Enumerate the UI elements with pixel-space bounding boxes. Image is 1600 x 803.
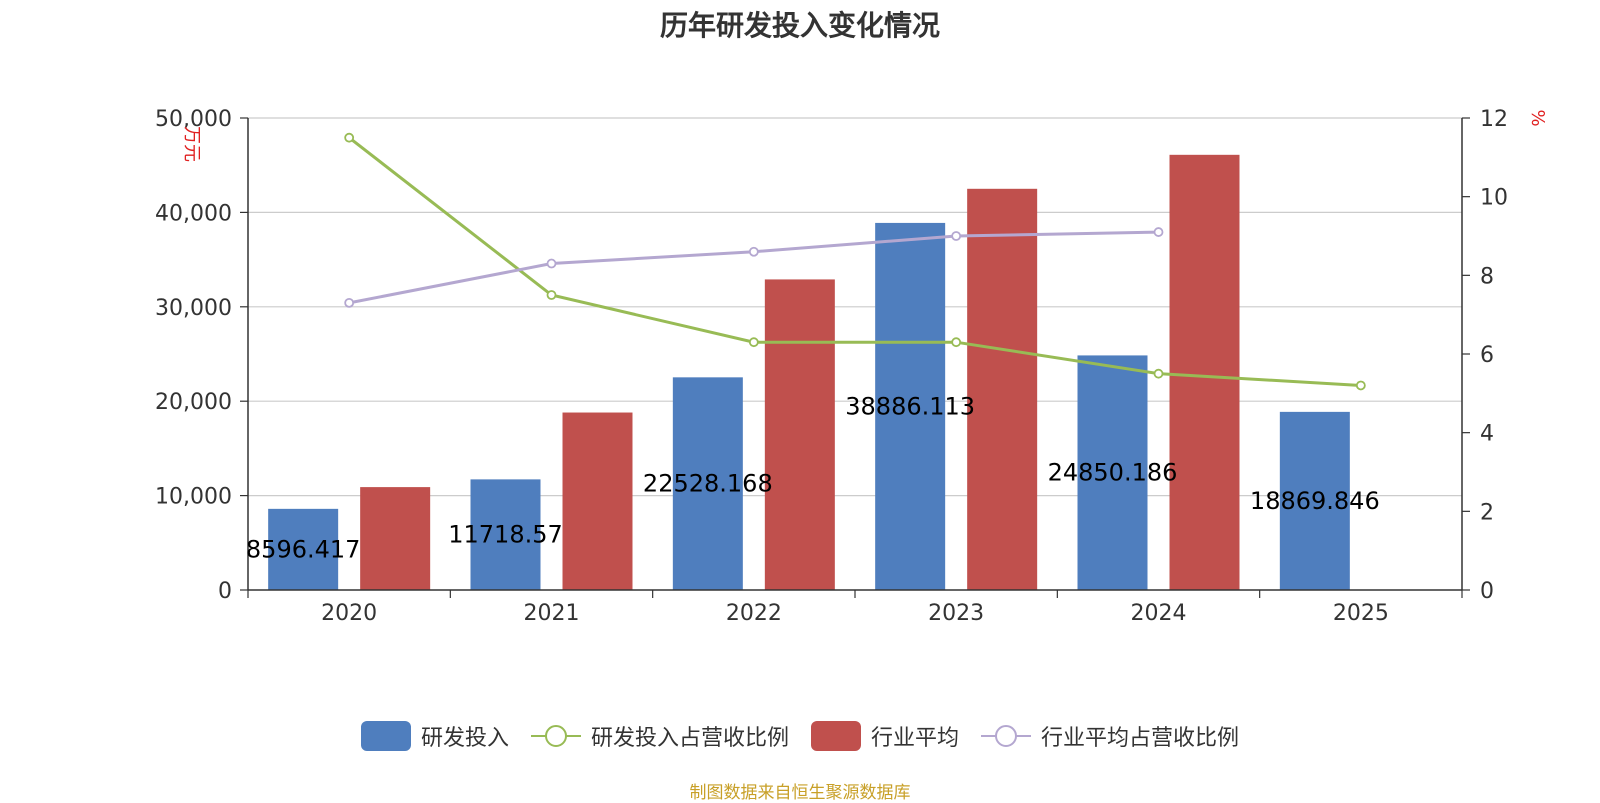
right-axis-unit: % xyxy=(1527,109,1548,126)
data-label-rd-spend-2025: 18869.846 xyxy=(1250,487,1380,515)
right-axis-tick-label: 4 xyxy=(1480,422,1494,447)
bar-rd-spend-2020 xyxy=(268,508,339,590)
right-axis-tick-label: 2 xyxy=(1480,500,1494,525)
data-label-rd-spend-2024: 24850.186 xyxy=(1048,459,1178,487)
left-axis-tick-label: 0 xyxy=(218,579,232,604)
chart-title: 历年研发投入变化情况 xyxy=(659,9,940,42)
bar-industry-avg-2023 xyxy=(967,188,1038,591)
left-axis-tick-label: 50,000 xyxy=(155,107,232,132)
left-axis-unit: 万元 xyxy=(181,126,202,162)
legend-swatch-rd-spend xyxy=(360,721,411,751)
bar-rd-spend-2022 xyxy=(672,377,743,590)
legend-swatch-industry-ratio xyxy=(981,725,1032,747)
legend-label-rd-spend: 研发投入 xyxy=(420,726,509,751)
legend-item-industry-avg[interactable]: 行业平均 xyxy=(811,720,959,752)
bar-industry-avg-2021 xyxy=(562,412,633,590)
lines-layer xyxy=(344,132,1366,391)
data-label-rd-spend-2020: 8596.417 xyxy=(246,535,361,563)
x-axis-tick-label: 2025 xyxy=(1333,601,1389,626)
left-axis-tick-label: 30,000 xyxy=(155,296,232,321)
axes-layer: 0 10,000 20,000 30,000 40,000 50,000 0 2 4 6 8 10 12… xyxy=(155,107,1548,626)
legend-item-rd-spend[interactable]: 研发投入 xyxy=(360,720,509,752)
x-axis-tick-label: 2022 xyxy=(726,601,782,626)
line-rd-ratio-point xyxy=(344,132,355,143)
line-rd-ratio-point xyxy=(951,337,962,348)
line-industry-ratio-point xyxy=(344,297,355,308)
x-axis-tick-label: 2020 xyxy=(321,601,377,626)
legend-label-industry-avg: 行业平均 xyxy=(871,726,960,751)
bar-rd-spend-2021 xyxy=(470,479,541,590)
left-axis-tick-label: 20,000 xyxy=(155,390,232,415)
right-axis-tick-label: 6 xyxy=(1480,343,1494,368)
grid-layer xyxy=(248,117,1462,497)
right-axis-tick-label: 12 xyxy=(1480,107,1508,132)
left-axis-tick-label: 40,000 xyxy=(155,201,232,226)
bars-layer xyxy=(268,154,1350,591)
bar-rd-spend-2023 xyxy=(875,222,946,590)
x-axis-tick-label: 2023 xyxy=(928,601,984,626)
bar-industry-avg-2020 xyxy=(360,487,431,590)
bar-rd-spend-2025 xyxy=(1279,411,1350,590)
line-rd-ratio-point xyxy=(748,337,759,348)
bar-industry-avg-2024 xyxy=(1169,154,1240,591)
line-rd-ratio-point xyxy=(546,290,557,300)
line-industry-ratio-point xyxy=(1153,227,1164,237)
data-label-rd-spend-2023: 38886.113 xyxy=(845,392,975,420)
legend-label-industry-ratio: 行业平均占营收比例 xyxy=(1041,726,1240,751)
legend-swatch-rd-ratio xyxy=(530,725,581,747)
data-label-rd-spend-2021: 11718.57 xyxy=(448,521,563,549)
legend-item-rd-ratio[interactable]: 研发投入占营收比例 xyxy=(530,720,789,752)
right-axis-tick-label: 8 xyxy=(1480,264,1494,289)
bar-industry-avg-2022 xyxy=(764,279,835,590)
right-axis-tick-label: 10 xyxy=(1480,186,1508,211)
data-label-rd-spend-2022: 22528.168 xyxy=(643,470,773,498)
x-axis-tick-label: 2021 xyxy=(524,601,580,626)
legend-label-rd-ratio: 研发投入占营收比例 xyxy=(590,726,789,751)
right-axis-tick-label: 0 xyxy=(1480,579,1494,604)
legend-item-industry-ratio[interactable]: 行业平均占营收比例 xyxy=(981,720,1239,752)
labels-layer: 8596.417 11718.57 22528.168 38886.113 24850.… xyxy=(246,392,1380,563)
legend-swatch-industry-avg xyxy=(811,721,861,751)
line-industry-ratio-point xyxy=(748,246,759,257)
x-axis-tick-label: 2024 xyxy=(1131,601,1187,626)
line-industry-ratio-point xyxy=(546,258,557,269)
legend: 研发投入 研发投入占营收比例 行业平均 行业平均占营收比例 xyxy=(0,720,1600,752)
source-note: 制图数据来自恒生聚源数据库 xyxy=(689,783,911,803)
line-rd-ratio-point xyxy=(1153,368,1164,379)
line-industry-ratio-point xyxy=(951,231,962,241)
left-axis-tick-label: 10,000 xyxy=(155,485,232,510)
line-rd-ratio-point xyxy=(1355,380,1366,391)
bar-rd-spend-2024 xyxy=(1077,355,1148,590)
